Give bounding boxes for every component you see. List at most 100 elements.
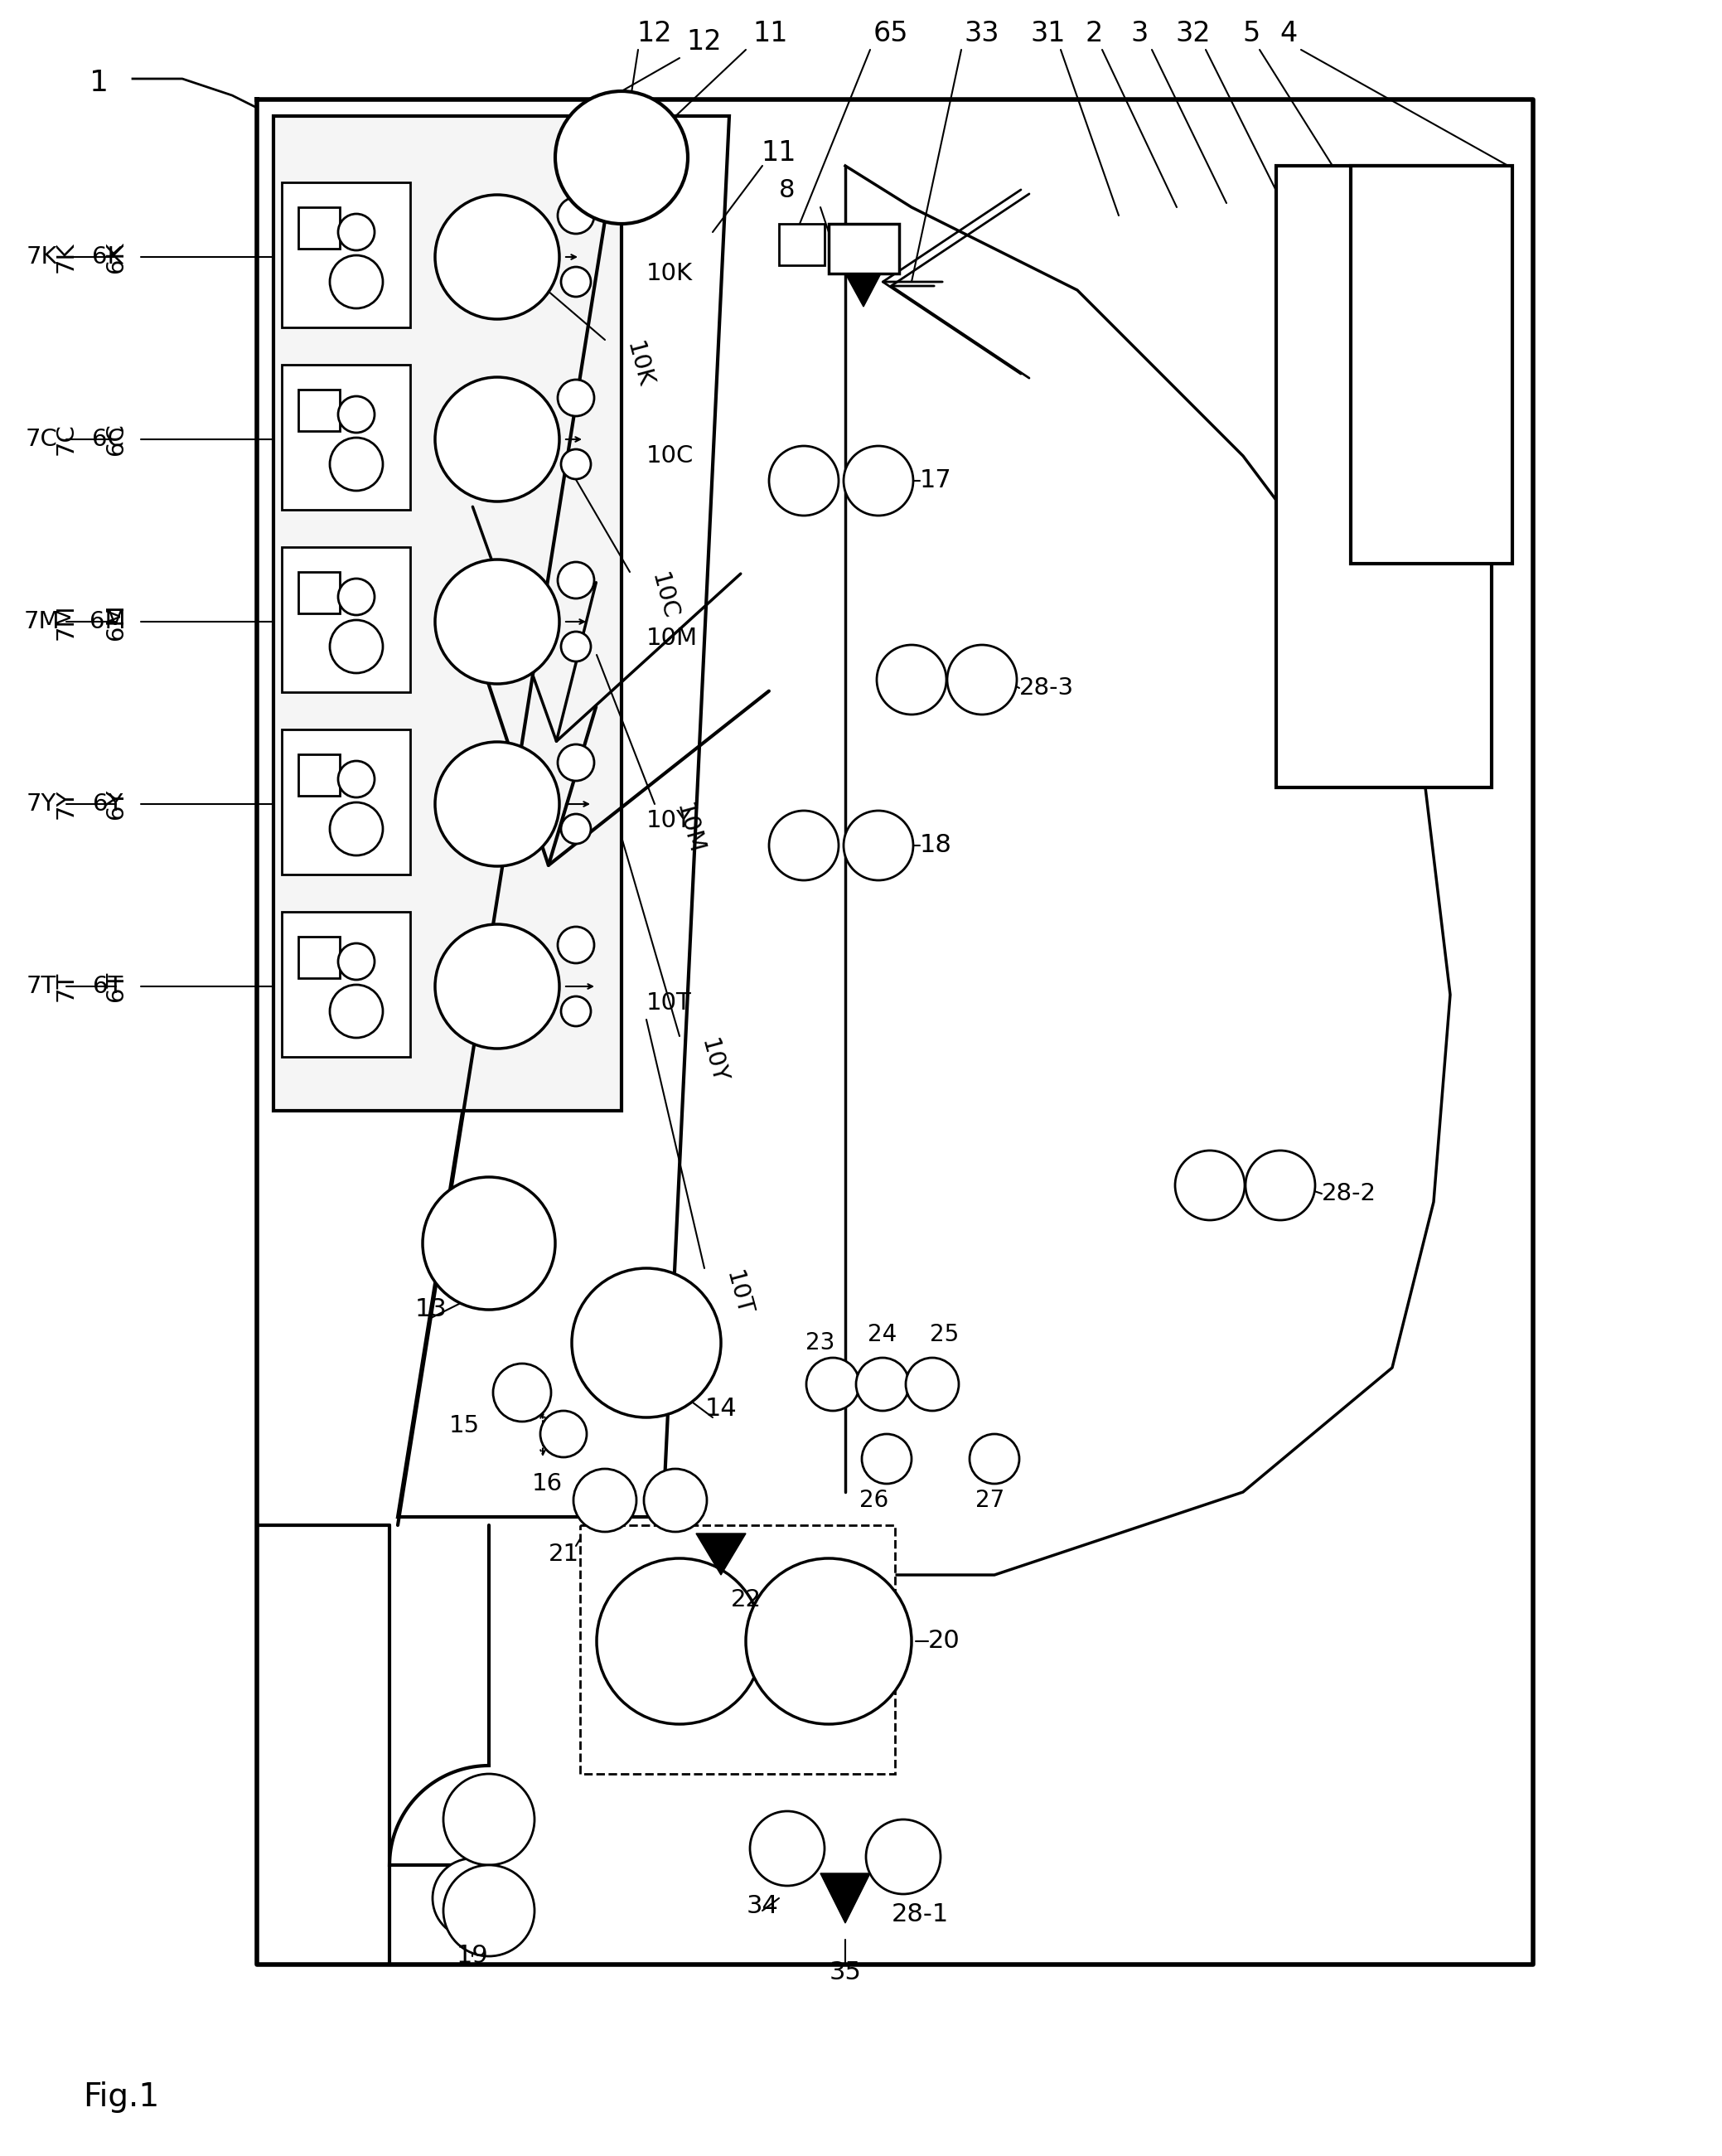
Text: 6K: 6K [93,246,124,270]
Bar [298,571,339,614]
Text: 34: 34 [746,1895,778,1919]
Circle shape [541,1410,587,1457]
Text: 10M: 10M [672,802,708,856]
Circle shape [558,927,594,964]
Circle shape [436,742,560,867]
Text: 4: 4 [1279,19,1297,47]
Circle shape [644,1468,706,1531]
Text: 15: 15 [449,1414,479,1438]
Circle shape [573,1468,637,1531]
Circle shape [572,1268,722,1416]
Bar [1276,166,1491,787]
Circle shape [338,213,375,250]
Text: 6C: 6C [105,423,127,455]
Bar [282,548,410,692]
Text: 10T: 10T [646,992,692,1015]
Text: 6C: 6C [91,427,124,451]
Text: 17: 17 [920,468,952,494]
Text: 28-1: 28-1 [892,1904,949,1927]
Circle shape [844,446,913,515]
Circle shape [436,194,560,319]
Text: 24: 24 [868,1324,897,1345]
Polygon shape [398,116,728,1518]
Bar [282,183,410,328]
Text: 19: 19 [456,1945,489,1968]
Text: 10Y: 10Y [646,808,692,832]
Text: 7C: 7C [55,423,77,455]
Circle shape [876,645,947,714]
Text: 7Y: 7Y [26,793,57,815]
Circle shape [331,621,382,673]
Polygon shape [696,1533,746,1574]
Circle shape [338,944,375,979]
Text: 7C: 7C [26,427,57,451]
Text: 10C: 10C [646,444,694,468]
Text: 14: 14 [704,1397,737,1421]
Text: 10K: 10K [646,261,692,285]
Text: 10M: 10M [646,627,697,649]
Text: 6M: 6M [105,604,127,640]
Text: 16: 16 [532,1473,563,1496]
Text: 11: 11 [753,19,789,47]
Bar [282,364,410,509]
Text: 22: 22 [730,1589,761,1611]
Text: 1: 1 [90,69,108,97]
Circle shape [443,1865,534,1955]
Text: 6M: 6M [90,610,126,634]
Circle shape [331,438,382,492]
Circle shape [554,91,687,224]
Circle shape [338,578,375,614]
Text: 7Y: 7Y [55,789,77,819]
Circle shape [770,446,839,515]
Text: 21: 21 [548,1542,579,1565]
Text: 12: 12 [687,28,722,56]
Text: 65: 65 [873,19,909,47]
Text: 23: 23 [806,1330,835,1354]
Text: 13: 13 [415,1298,448,1322]
Text: 12: 12 [637,19,672,47]
Text: 7K: 7K [55,241,77,272]
Bar [298,207,339,248]
Circle shape [770,811,839,880]
Circle shape [436,925,560,1048]
Circle shape [844,811,913,880]
Bar [282,912,410,1056]
Circle shape [861,1434,911,1483]
Text: 8: 8 [778,179,796,203]
Circle shape [422,1177,554,1309]
Text: 7T: 7T [26,975,57,998]
Text: 18: 18 [920,834,952,858]
Text: 10Y: 10Y [696,1037,730,1087]
Circle shape [331,802,382,856]
Circle shape [432,1858,511,1938]
Circle shape [969,1434,1019,1483]
Text: 6Y: 6Y [105,789,127,819]
Circle shape [436,561,560,683]
Text: 11: 11 [761,140,797,166]
Circle shape [561,448,591,479]
Circle shape [866,1820,940,1895]
Text: 7T: 7T [55,972,77,1000]
Circle shape [561,267,591,298]
Circle shape [1245,1151,1316,1220]
Circle shape [906,1358,959,1410]
Text: 10C: 10C [646,571,682,623]
Text: 7M: 7M [24,610,60,634]
Text: 31: 31 [1031,19,1066,47]
Polygon shape [846,274,882,306]
Text: 10K: 10K [622,338,656,390]
Bar [580,1524,895,1774]
Text: 6T: 6T [93,975,122,998]
Circle shape [338,397,375,433]
Text: 25: 25 [930,1324,959,1345]
Circle shape [1174,1151,1245,1220]
Text: 3: 3 [1131,19,1149,47]
Circle shape [436,377,560,502]
Circle shape [558,379,594,416]
Text: 6K: 6K [105,241,127,272]
Bar [778,224,825,265]
Text: 28-2: 28-2 [1322,1181,1376,1205]
Text: 2: 2 [1085,19,1102,47]
Bar [298,755,339,796]
Text: 7K: 7K [26,246,57,270]
